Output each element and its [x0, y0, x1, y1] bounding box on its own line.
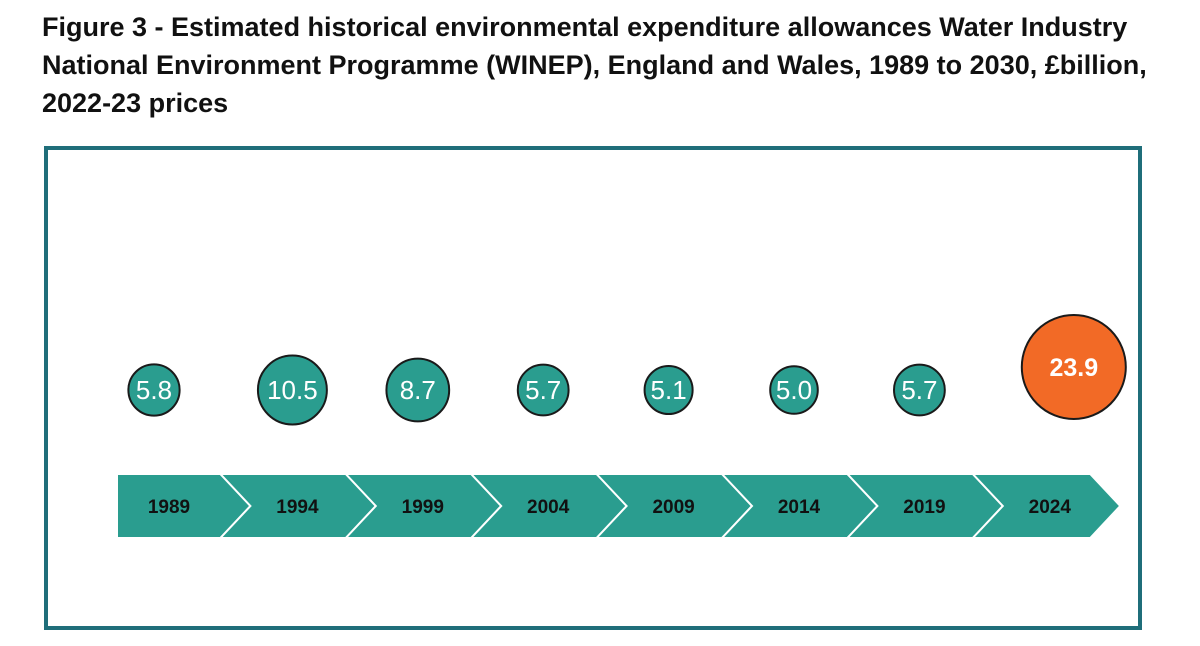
- value-label-2014: 5.0: [776, 375, 812, 405]
- value-bubble-2004: [516, 363, 570, 417]
- value-bubble-2009: [643, 364, 694, 416]
- year-label-1994: 1994: [276, 497, 319, 518]
- value-bubble-1994: [256, 354, 328, 426]
- value-label-1999: 8.7: [400, 375, 436, 405]
- figure-title: Figure 3 - Estimated historical environm…: [42, 12, 1147, 118]
- timeline-segment-2024: [970, 473, 1122, 539]
- year-label-1989: 1989: [148, 497, 190, 518]
- year-label-2014: 2014: [778, 497, 821, 518]
- year-label-2004: 2004: [527, 497, 570, 518]
- value-bubble-2024: [1020, 314, 1127, 420]
- value-label-2019: 5.7: [901, 375, 937, 405]
- value-label-1994: 10.5: [267, 375, 318, 405]
- value-label-1989: 5.8: [136, 375, 172, 405]
- value-bubble-1999: [385, 357, 451, 423]
- value-bubble-2014: [769, 365, 819, 415]
- value-label-2004: 5.7: [525, 375, 561, 405]
- year-label-2009: 2009: [652, 497, 694, 518]
- value-bubble-1989: [127, 363, 181, 417]
- chart-frame: [44, 146, 1142, 630]
- year-label-2024: 2024: [1029, 497, 1072, 518]
- value-bubble-2019: [893, 363, 946, 417]
- value-label-2024: 23.9: [1049, 354, 1098, 382]
- year-label-1999: 1999: [402, 497, 444, 518]
- value-label-2009: 5.1: [651, 375, 687, 405]
- year-label-2019: 2019: [903, 497, 945, 518]
- timeline-arrows-layer: 1989 1994 1999 2004 2009 2014 2019 2024: [116, 473, 1122, 539]
- bubbles-layer: 5.8 10.5 8.7 5.7 5.1 5.0 5.7 23.9: [127, 314, 1127, 426]
